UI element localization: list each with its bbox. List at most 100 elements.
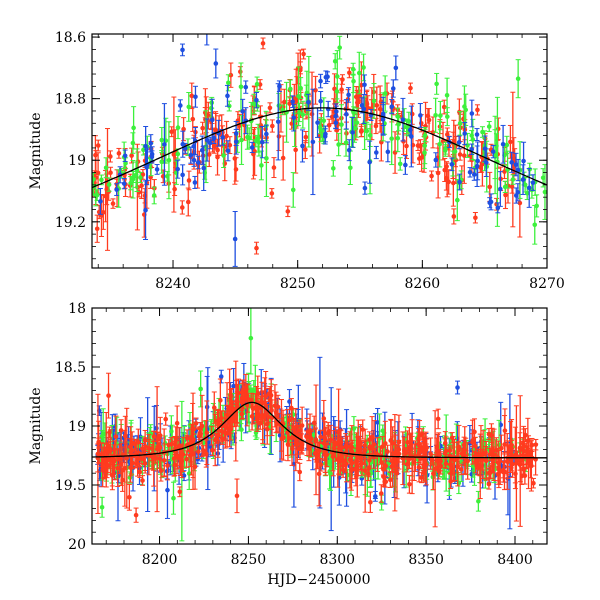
data-point (483, 281, 488, 286)
top-panel: 8240 8250 8260 8270 18.6 18.8 19 19.2 Magnitud… (28, 30, 565, 292)
data-point (226, 80, 231, 86)
data-point (449, 162, 455, 167)
data-point (346, 147, 352, 153)
data-point (296, 94, 301, 99)
data-point (474, 132, 480, 137)
data-point (444, 93, 450, 98)
data-point (180, 172, 185, 178)
data-point (482, 146, 488, 151)
data-point (323, 131, 328, 137)
data-point (441, 104, 447, 110)
data-point (99, 177, 104, 183)
data-point (298, 85, 303, 91)
data-point (290, 187, 296, 193)
data-point (532, 222, 538, 228)
data-point (115, 465, 120, 471)
data-point (290, 99, 295, 104)
data-point (343, 140, 349, 146)
data-point (351, 110, 356, 115)
data-point (174, 420, 180, 426)
data-point (490, 149, 496, 154)
top-plot-frame (91, 33, 548, 269)
data-point (200, 125, 205, 131)
data-point (301, 51, 306, 57)
data-point (457, 152, 463, 157)
data-point (487, 184, 493, 190)
data-point (215, 154, 220, 160)
data-point (254, 245, 259, 251)
data-point (509, 160, 514, 165)
data-point (408, 85, 413, 91)
data-point (220, 135, 225, 140)
data-point (206, 152, 212, 157)
data-point (457, 179, 462, 185)
data-point (489, 447, 495, 453)
y-tick-label: 18.6 (55, 30, 86, 46)
data-point (260, 41, 266, 46)
data-point (429, 173, 434, 179)
data-point (313, 87, 318, 93)
data-point (293, 147, 298, 153)
data-point (364, 128, 370, 134)
data-point (347, 70, 352, 76)
data-point (191, 157, 197, 163)
data-point (325, 74, 330, 80)
data-point (524, 190, 530, 196)
data-point (227, 142, 233, 148)
data-point (367, 159, 372, 165)
data-point (418, 120, 424, 126)
data-point (201, 165, 207, 171)
data-point (106, 393, 111, 398)
data-point (504, 142, 510, 148)
data-point (332, 58, 338, 64)
y-tick-label: 19.2 (55, 215, 86, 231)
data-point (367, 133, 373, 138)
data-point (509, 184, 515, 189)
data-point (326, 122, 332, 128)
data-point (333, 113, 338, 119)
data-point (144, 164, 149, 170)
data-point (498, 186, 503, 192)
data-point (392, 150, 398, 155)
data-point (238, 69, 243, 74)
data-point (306, 100, 311, 105)
data-point (425, 113, 431, 119)
data-point (318, 98, 323, 104)
data-point (434, 81, 439, 87)
data-point (359, 103, 365, 108)
data-point (213, 61, 219, 66)
data-point (280, 155, 286, 161)
data-point (451, 214, 457, 219)
data-point (465, 143, 470, 148)
data-point (180, 141, 186, 147)
data-point (255, 135, 261, 141)
data-series (95, 360, 539, 528)
data-point (362, 82, 367, 88)
data-point (169, 429, 174, 434)
data-point (108, 170, 113, 176)
data-point (269, 191, 275, 196)
data-point (249, 145, 255, 150)
data-point (395, 136, 401, 141)
data-point (129, 153, 134, 158)
data-point (540, 175, 546, 181)
data-point (350, 130, 355, 135)
data-point (469, 111, 475, 116)
data-point (438, 113, 443, 118)
data-point (318, 78, 323, 84)
data-point (470, 137, 476, 142)
data-point (101, 210, 106, 215)
data-point (389, 136, 394, 141)
data-point (517, 200, 523, 206)
data-point (93, 152, 98, 158)
data-point (179, 205, 185, 210)
model-curve (92, 107, 547, 189)
data-point (526, 185, 532, 191)
data-point (406, 119, 412, 124)
data-point (185, 199, 191, 205)
data-point (315, 120, 320, 125)
data-point (382, 441, 388, 446)
data-point (131, 125, 136, 131)
data-point (148, 140, 154, 146)
data-series (97, 34, 536, 267)
